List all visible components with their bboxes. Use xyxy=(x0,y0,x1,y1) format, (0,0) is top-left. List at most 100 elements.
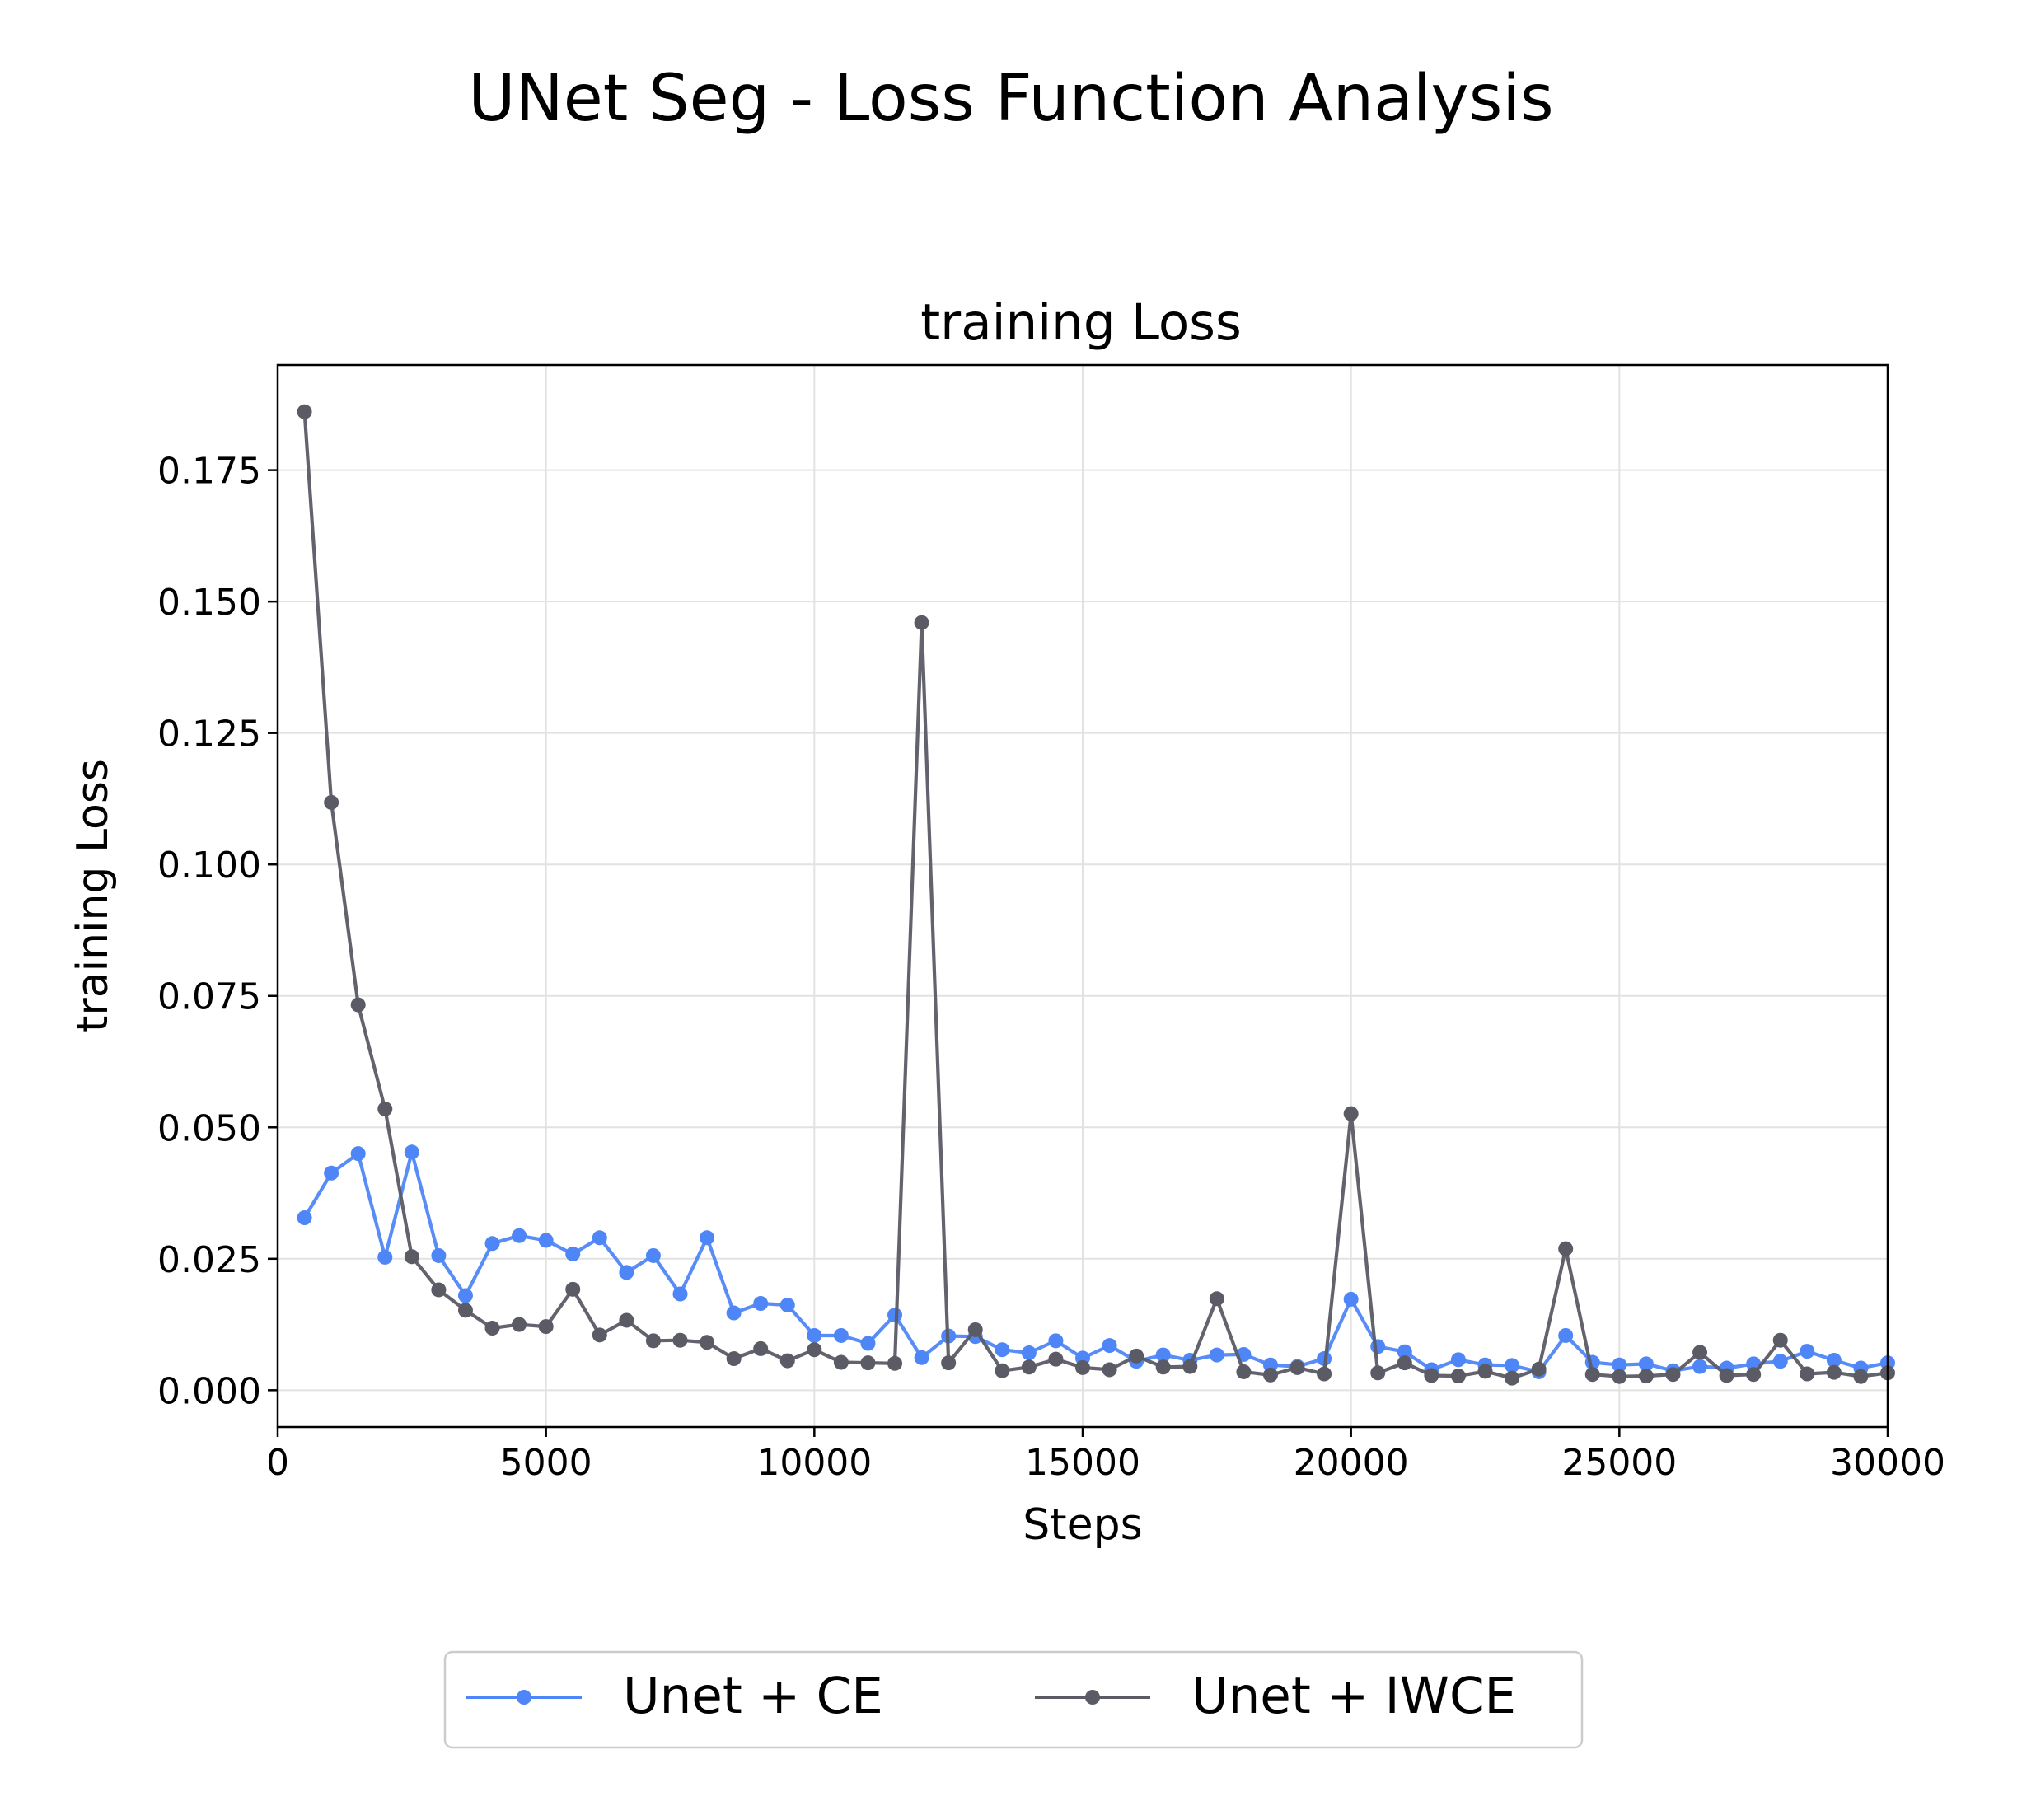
data-point-unet-iwce xyxy=(1558,1241,1574,1256)
data-point-unet-ce xyxy=(726,1305,742,1321)
data-point-unet-iwce xyxy=(779,1353,795,1369)
data-point-unet-iwce xyxy=(700,1335,715,1350)
data-point-unet-iwce xyxy=(1182,1359,1198,1374)
data-point-unet-ce xyxy=(1048,1333,1064,1349)
legend-label-unet-iwce: Unet + IWCE xyxy=(1191,1667,1516,1725)
x-tick-label: 20000 xyxy=(1294,1442,1409,1484)
data-point-unet-iwce xyxy=(1424,1368,1439,1383)
data-point-unet-iwce xyxy=(645,1333,661,1349)
data-point-unet-ce xyxy=(324,1165,339,1181)
y-tick-label: 0.125 xyxy=(157,713,261,756)
y-tick-label: 0.150 xyxy=(157,582,261,624)
data-point-unet-ce xyxy=(1638,1356,1654,1372)
data-point-unet-ce xyxy=(1370,1339,1386,1354)
data-point-unet-iwce xyxy=(1317,1366,1332,1382)
data-point-unet-iwce xyxy=(1370,1365,1386,1381)
data-point-unet-ce xyxy=(1800,1344,1815,1359)
y-tick-label: 0.050 xyxy=(157,1107,261,1149)
data-point-unet-iwce xyxy=(1236,1364,1252,1379)
data-point-unet-ce xyxy=(350,1146,366,1162)
data-point-unet-iwce xyxy=(860,1355,876,1371)
data-point-unet-ce xyxy=(1692,1359,1708,1374)
data-point-unet-iwce xyxy=(1343,1106,1359,1121)
data-point-unet-iwce xyxy=(350,997,366,1013)
data-point-unet-ce xyxy=(995,1342,1010,1358)
data-point-unet-iwce xyxy=(1505,1370,1520,1386)
data-point-unet-ce xyxy=(672,1286,688,1302)
data-point-unet-iwce xyxy=(1638,1369,1654,1384)
data-point-unet-iwce xyxy=(967,1322,983,1337)
data-point-unet-iwce xyxy=(672,1332,688,1348)
data-point-unet-ce xyxy=(431,1247,447,1263)
chart-title: training Loss xyxy=(920,293,1242,352)
data-point-unet-ce xyxy=(377,1249,393,1265)
grid-lines xyxy=(277,365,1889,1427)
data-point-unet-ce xyxy=(1021,1345,1037,1361)
data-point-unet-ce xyxy=(1558,1327,1574,1343)
data-point-unet-iwce xyxy=(887,1355,903,1371)
x-tick-label: 5000 xyxy=(500,1442,592,1484)
data-point-unet-iwce xyxy=(592,1327,607,1343)
data-point-unet-iwce xyxy=(995,1363,1010,1378)
figure-suptitle: UNet Seg - Loss Function Analysis xyxy=(468,62,1553,136)
plot-series xyxy=(297,404,1895,1386)
data-point-unet-ce xyxy=(1772,1354,1788,1369)
legend-marker-unet-iwce xyxy=(1085,1690,1100,1705)
data-point-unet-ce xyxy=(1397,1344,1412,1359)
data-point-unet-iwce xyxy=(1665,1367,1681,1383)
legend-label-unet-ce: Unet + CE xyxy=(623,1667,883,1725)
data-point-unet-iwce xyxy=(1531,1361,1547,1377)
data-point-unet-iwce xyxy=(833,1354,849,1370)
data-point-unet-iwce xyxy=(1800,1366,1815,1382)
data-point-unet-ce xyxy=(592,1230,607,1246)
y-tick-label: 0.175 xyxy=(157,451,261,493)
data-point-unet-iwce xyxy=(457,1303,473,1318)
data-point-unet-iwce xyxy=(1477,1364,1493,1379)
data-point-unet-ce xyxy=(1826,1352,1842,1368)
legend-box xyxy=(443,1650,1584,1749)
data-point-unet-ce xyxy=(807,1327,822,1343)
y-axis-ticks: 0.000 0.025 0.050 0.075 0.100 0.125 0.150 0.175 xyxy=(157,451,278,1412)
data-point-unet-iwce xyxy=(1209,1291,1224,1307)
data-point-unet-iwce xyxy=(404,1249,419,1265)
data-point-unet-iwce xyxy=(807,1342,822,1358)
series-unet-ce xyxy=(297,1144,1895,1379)
data-point-unet-iwce xyxy=(324,794,339,810)
data-point-unet-ce xyxy=(1209,1347,1224,1363)
data-point-unet-ce xyxy=(645,1247,661,1263)
data-point-unet-iwce xyxy=(1262,1367,1278,1383)
data-point-unet-ce xyxy=(833,1327,849,1343)
data-point-unet-iwce xyxy=(1075,1359,1090,1375)
data-point-unet-ce xyxy=(619,1265,634,1280)
data-point-unet-ce xyxy=(297,1210,312,1226)
data-point-unet-iwce xyxy=(1021,1359,1037,1375)
data-point-unet-iwce xyxy=(1612,1369,1627,1384)
data-point-unet-iwce xyxy=(1584,1367,1600,1383)
data-point-unet-iwce xyxy=(565,1281,581,1297)
data-point-unet-iwce xyxy=(1450,1369,1466,1384)
y-tick-label: 0.100 xyxy=(157,844,261,887)
data-point-unet-iwce xyxy=(1048,1351,1064,1367)
data-point-unet-ce xyxy=(1102,1338,1117,1354)
data-point-unet-iwce xyxy=(1826,1364,1842,1380)
data-point-unet-iwce xyxy=(1746,1367,1762,1383)
data-point-unet-iwce xyxy=(753,1340,769,1356)
data-point-unet-ce xyxy=(484,1236,500,1252)
data-point-unet-iwce xyxy=(538,1319,554,1335)
data-point-unet-ce xyxy=(1155,1347,1171,1363)
series-unet-iwce xyxy=(297,404,1895,1386)
x-tick-label: 0 xyxy=(266,1442,289,1484)
x-tick-label: 25000 xyxy=(1561,1442,1677,1484)
data-point-unet-ce xyxy=(1612,1357,1627,1373)
x-tick-label: 15000 xyxy=(1025,1442,1140,1484)
data-point-unet-iwce xyxy=(512,1317,527,1332)
y-axis-label: training Loss xyxy=(68,759,118,1032)
data-point-unet-ce xyxy=(914,1350,929,1365)
legend-entry-unet-iwce: Unet + IWCE xyxy=(1035,1667,1516,1725)
data-point-unet-iwce xyxy=(1853,1369,1869,1384)
data-point-unet-ce xyxy=(1450,1352,1466,1368)
data-point-unet-iwce xyxy=(619,1312,634,1328)
y-tick-label: 0.025 xyxy=(157,1239,261,1281)
